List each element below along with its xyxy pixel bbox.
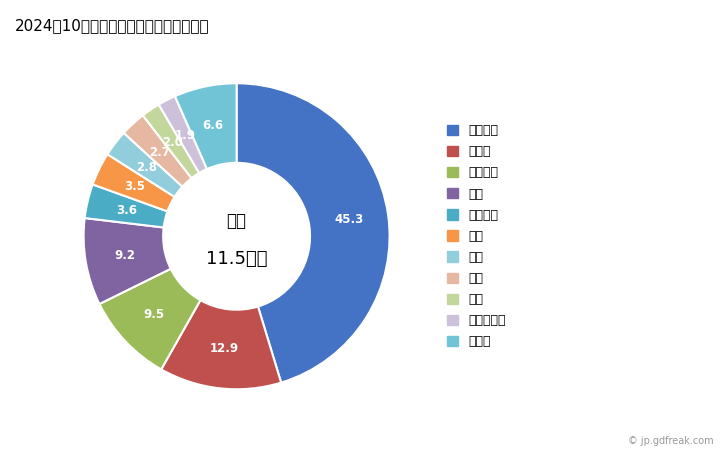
- Text: 11.5億円: 11.5億円: [206, 250, 267, 268]
- Text: 12.9: 12.9: [210, 342, 239, 356]
- Wedge shape: [175, 83, 237, 169]
- Text: 1.9: 1.9: [175, 129, 195, 142]
- Wedge shape: [84, 184, 167, 228]
- Wedge shape: [100, 269, 200, 369]
- Wedge shape: [161, 300, 281, 389]
- Text: 3.6: 3.6: [116, 204, 137, 216]
- Text: 6.6: 6.6: [202, 119, 223, 132]
- Text: 2.7: 2.7: [149, 147, 170, 159]
- Text: © jp.gdfreak.com: © jp.gdfreak.com: [628, 436, 713, 446]
- Text: 45.3: 45.3: [334, 213, 363, 226]
- Text: 3.5: 3.5: [124, 180, 146, 193]
- Wedge shape: [92, 154, 175, 212]
- Wedge shape: [237, 83, 389, 382]
- Wedge shape: [84, 218, 171, 304]
- Text: 9.2: 9.2: [114, 249, 135, 262]
- Text: 2024年10月の輸出相手国のシェア（％）: 2024年10月の輸出相手国のシェア（％）: [15, 18, 209, 33]
- Text: 総額: 総額: [226, 212, 247, 230]
- Text: 2.0: 2.0: [162, 136, 183, 149]
- Text: 9.5: 9.5: [143, 307, 165, 320]
- Wedge shape: [159, 96, 207, 173]
- Wedge shape: [108, 133, 183, 197]
- Wedge shape: [143, 104, 199, 178]
- Text: 2.8: 2.8: [136, 161, 157, 174]
- Wedge shape: [124, 115, 191, 187]
- Legend: オランダ, ドイツ, イタリア, 米国, ブラジル, 台湾, 中国, 香港, 韓国, マレーシア, その他: オランダ, ドイツ, イタリア, 米国, ブラジル, 台湾, 中国, 香港, 韓…: [442, 119, 510, 353]
